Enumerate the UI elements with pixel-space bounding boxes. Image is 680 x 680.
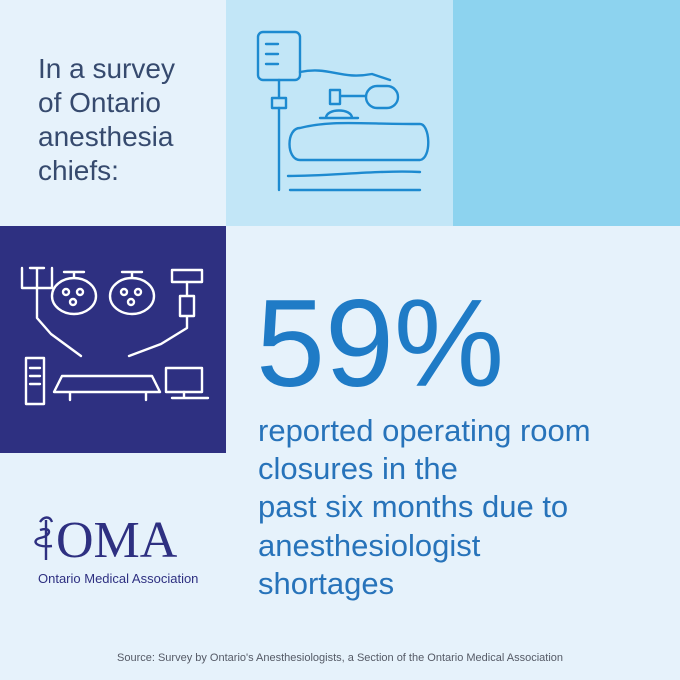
intro-text: In a survey of Ontario anesthesia chiefs… bbox=[38, 53, 175, 186]
logo-mark: OMA bbox=[56, 512, 178, 569]
tile-navy bbox=[0, 226, 226, 453]
stat-line: past six months due to bbox=[258, 489, 568, 524]
intro-line: chiefs: bbox=[38, 155, 119, 186]
intro-line: anesthesia bbox=[38, 121, 174, 152]
logo-staff bbox=[34, 516, 54, 560]
stat-line: closures in the bbox=[258, 451, 458, 486]
stat-line: reported operating room bbox=[258, 413, 591, 448]
tile-sky-blue bbox=[453, 0, 680, 226]
logo-name: Ontario Medical Association bbox=[38, 571, 198, 586]
intro-line: of Ontario bbox=[38, 87, 161, 118]
intro-line: In a survey bbox=[38, 53, 175, 84]
tile-light-blue bbox=[226, 0, 453, 226]
operating-room-icon bbox=[20, 266, 210, 406]
stat-description: reported operating room closures in the … bbox=[258, 413, 591, 601]
stat-line: shortages bbox=[258, 566, 394, 601]
source: Source: Survey by Ontario's Anesthesiolo… bbox=[117, 652, 563, 664]
stat-line: anesthesiologist bbox=[258, 528, 481, 563]
stat-number: 59% bbox=[256, 275, 504, 413]
patient-icon bbox=[256, 30, 430, 192]
logo: OMA Ontario Medical Association bbox=[34, 512, 198, 586]
